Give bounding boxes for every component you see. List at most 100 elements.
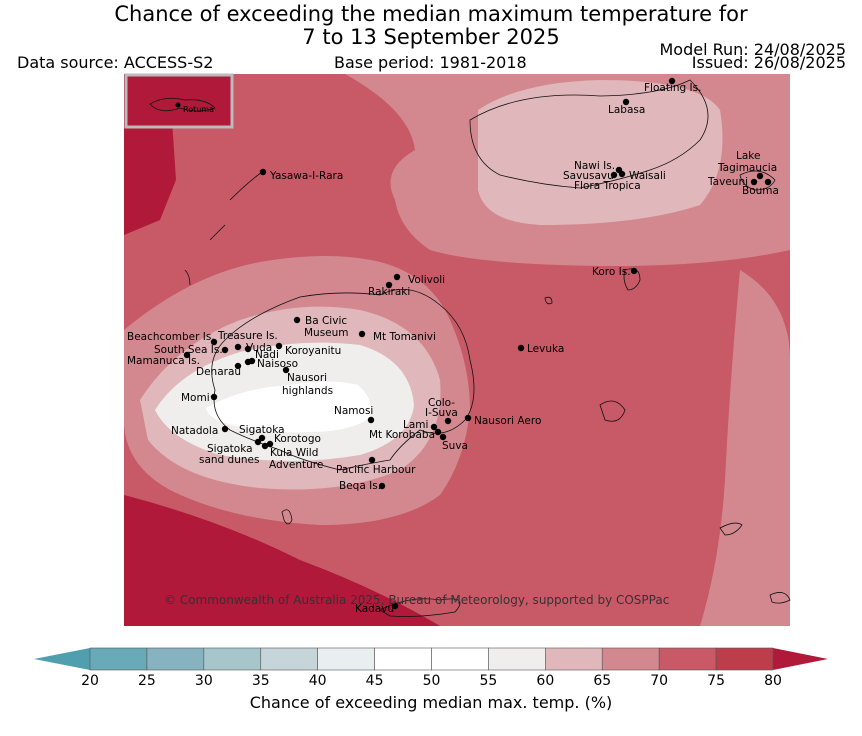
place-label-levuka: Levuka (527, 343, 564, 355)
place-label-savusavu: Savusavu (563, 170, 614, 182)
place-marker-namosi (367, 416, 375, 424)
place-label-kula-wild: Kula Wild (270, 447, 318, 459)
place-label-tagimaucia: Tagimaucia (717, 162, 777, 174)
place-label-lake: Lake (736, 150, 760, 162)
place-marker-volivoli (393, 273, 401, 281)
place-label-floating-is: Floating Is. (644, 82, 701, 94)
totoya-coast (769, 592, 791, 604)
place-label-namosi: Namosi (334, 405, 373, 417)
place-marker-korotogo (266, 440, 274, 448)
rotuma-marker (175, 102, 181, 108)
title-line-2: 7 to 13 September 2025 (302, 25, 560, 49)
gau-coast (599, 400, 626, 422)
colorbar-tick-40: 40 (309, 673, 327, 689)
place-marker-vuda (244, 345, 252, 353)
colorbar-cell-35-40 (260, 647, 318, 671)
colorbar-cell-60-65 (545, 647, 603, 671)
place-label-sand-dunes: sand dunes (199, 454, 259, 466)
place-marker-nausori (282, 366, 290, 374)
colorbar-cell-40-45 (317, 647, 375, 671)
inset-frame (124, 73, 234, 129)
contour-60-65-north (478, 80, 723, 225)
place-marker-south-sea-is (221, 346, 229, 354)
place-label-rakiraki: Rakiraki (368, 286, 410, 298)
place-marker-beqa-is (378, 482, 386, 490)
place-marker-bouma (764, 178, 772, 186)
place-marker-naisoso (244, 358, 252, 366)
place-marker-mt-tomanivi (358, 330, 366, 338)
place-label-vuda: Vuda (246, 342, 272, 354)
copyright: © Commonwealth of Australia 2025, Bureau… (164, 593, 669, 607)
place-label-mt-tomanivi: Mt Tomanivi (373, 331, 436, 343)
map-title: Chance of exceeding the median maximum t… (0, 3, 862, 49)
viti-levu-coast (211, 289, 475, 471)
colorbar-over-arrow (773, 648, 828, 670)
place-label-volivoli: Volivoli (408, 274, 445, 286)
place-label-natadola: Natadola (171, 425, 218, 437)
place-label-lami: Lami (403, 419, 428, 431)
place-label-beqa-is: Beqa Is. (339, 480, 381, 492)
model-run: Model Run: 24/08/2025 (659, 40, 847, 59)
place-marker-sigatoka (254, 438, 262, 446)
colorbar-tick-50: 50 (423, 673, 441, 689)
place-label-suva: Suva (442, 440, 468, 452)
colorbar-tick-60: 60 (536, 673, 554, 689)
place-marker-mamanuca-is (183, 351, 191, 359)
place-marker-nausori-aero (464, 414, 472, 422)
base-period: Base period: 1981-2018 (334, 53, 527, 72)
colorbar-tick-65: 65 (593, 673, 611, 689)
place-marker-momi (210, 393, 218, 401)
place-label-momi: Momi (181, 392, 210, 404)
place-label-nausori: Nausori (287, 372, 327, 384)
colorbar-cell-70-75 (658, 647, 717, 671)
vatulele-coast (281, 509, 293, 525)
colorbar-tick-55: 55 (480, 673, 498, 689)
place-label-pacific-harbour: Pacific Harbour (336, 464, 416, 476)
place-marker-levuka (517, 344, 525, 352)
rotuma-inset: Rotuma (124, 73, 234, 129)
kadavu-coast (379, 598, 461, 617)
colorbar-under-arrow (34, 648, 90, 670)
colorbar-tick-20: 20 (81, 673, 99, 689)
contour-over-80-sw (124, 495, 440, 626)
place-label-adventure: Adventure (269, 459, 323, 471)
place-label-highlands: highlands (282, 385, 333, 397)
colorbar-tick-45: 45 (366, 673, 384, 689)
colorbar-tick-25: 25 (138, 673, 156, 689)
place-label-taveuni: Taveuni (707, 176, 748, 188)
place-marker-treasure-is (234, 343, 242, 351)
place-label-labasa: Labasa (608, 104, 645, 116)
place-marker-ba-civic (293, 316, 301, 324)
place-label-flora-tropica: Flora Tropica (574, 180, 641, 192)
matuku-coast (719, 522, 743, 536)
colorbar-tick-30: 30 (195, 673, 213, 689)
place-label-mt-korobaba: Mt Korobaba (369, 429, 435, 441)
place-marker-waisali (618, 170, 626, 178)
place-label-bouma: Bouma (742, 185, 779, 197)
place-label-nawi-is: Nawi Is. (574, 160, 615, 172)
issued-date: Issued: 26/08/2025 (691, 53, 846, 72)
place-marker-natadola (221, 425, 229, 433)
contour-50-55-core (206, 381, 372, 433)
colorbar-cell-25-30 (146, 647, 205, 671)
place-marker-kadavu (391, 602, 399, 610)
place-marker-sigatoka (258, 434, 266, 442)
place-marker-savusavu (610, 171, 618, 179)
place-label-colo: Colo- (428, 397, 455, 409)
colorbar-cell-45-50 (374, 647, 432, 671)
colorbar-tick-70: 70 (650, 673, 668, 689)
place-label-yasawa-i-rara: Yasawa-I-Rara (269, 170, 343, 182)
colorbar-cell-75-80 (715, 647, 774, 671)
vanua-levu-coast (469, 79, 709, 189)
colorbar-cell-30-35 (203, 647, 262, 671)
place-marker-labasa (622, 98, 630, 106)
place-marker-taveuni (750, 178, 758, 186)
rotuma-coast (149, 97, 216, 112)
place-label-sigatoka: Sigatoka (239, 424, 285, 436)
place-label-koro-is: Koro Is. (592, 266, 631, 278)
colorbar: 20 25 30 35 40 45 50 55 60 65 70 75 80 Chance of exc… (34, 647, 828, 712)
place-marker-floating-is (668, 77, 676, 85)
contour-65-70-east (700, 270, 790, 626)
